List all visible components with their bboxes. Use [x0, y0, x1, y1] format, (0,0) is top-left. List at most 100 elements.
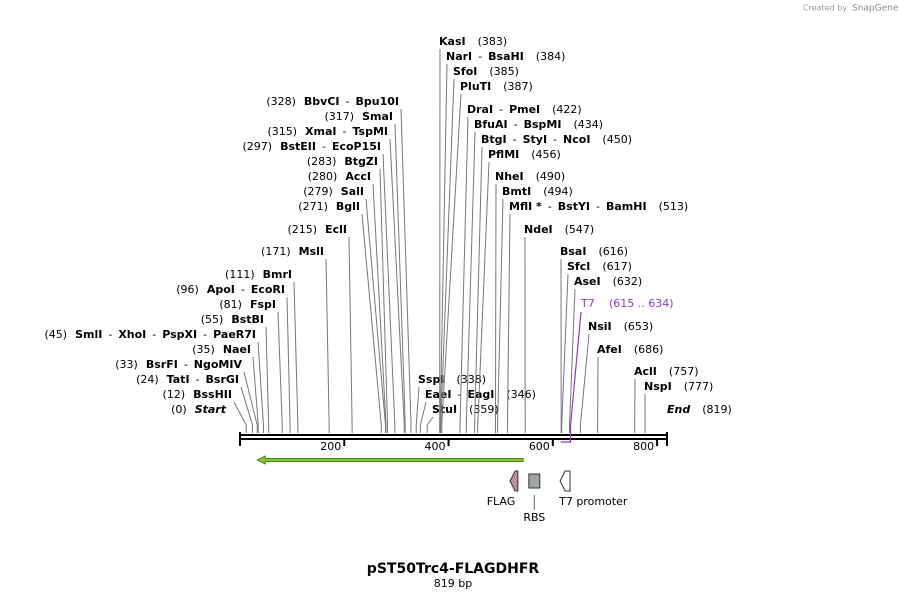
- enzyme-name: Start: [195, 403, 227, 416]
- enzyme-name: BspMI: [524, 118, 562, 131]
- site-label: (271) BglI: [298, 200, 360, 213]
- position-label: (387): [503, 80, 533, 93]
- site-line: [382, 153, 396, 433]
- position-label: (422): [552, 103, 582, 116]
- site-line: [325, 258, 330, 433]
- position-label: (456): [531, 148, 561, 161]
- enzyme-name: PspXI: [162, 328, 197, 341]
- separator: -: [514, 118, 518, 131]
- separator: -: [499, 103, 503, 116]
- enzyme-name: NaeI: [223, 343, 251, 356]
- enzyme-name: MflI *: [509, 200, 542, 213]
- site-label: (215) EclI: [288, 223, 348, 236]
- enzyme-name: BstEII: [280, 140, 316, 153]
- feature-label: RBS: [523, 511, 545, 524]
- site-label: DraI - PmeI (422): [467, 103, 582, 116]
- position-label: (81): [219, 298, 242, 311]
- enzyme-name: BtgI: [481, 133, 507, 146]
- site-line: [465, 131, 476, 433]
- feature-arrow: [559, 470, 571, 492]
- enzyme-name: StuI: [432, 403, 457, 416]
- position-label: (315): [267, 125, 297, 138]
- site-label: AclI (757): [634, 365, 699, 378]
- site-label: (0) Start: [171, 403, 227, 416]
- site-line: [372, 183, 387, 433]
- separator: -: [458, 388, 462, 401]
- position-label: (279): [303, 185, 333, 198]
- site-line: [474, 146, 483, 433]
- position-label: (271): [298, 200, 328, 213]
- enzyme-name: StyI: [523, 133, 547, 146]
- site-line: [561, 273, 569, 433]
- site-line: [441, 93, 462, 433]
- site-line: [361, 213, 382, 433]
- title: pST50Trc4-FLAGDHFR: [367, 561, 540, 577]
- site-label: AseI (632): [574, 275, 642, 288]
- enzyme-name: PmeI: [509, 103, 540, 116]
- site-line: [265, 326, 270, 433]
- separator: -: [184, 358, 188, 371]
- site-label: (24) TatI - BsrGI: [136, 373, 239, 386]
- separator: -: [196, 373, 200, 386]
- site-label: (279) SalI: [303, 185, 364, 198]
- site-line: [440, 78, 455, 433]
- position-label: (383): [478, 35, 508, 48]
- site-label: (328) BbvCI - Bpu10I: [266, 95, 399, 108]
- site-label: NspI (777): [644, 380, 713, 393]
- site-line: [415, 386, 420, 433]
- position-label: (617): [602, 260, 632, 273]
- enzyme-name: SfcI: [567, 260, 590, 273]
- position-label: (616): [598, 245, 628, 258]
- enzyme-name: EcoP15I: [332, 140, 381, 153]
- site-label: (317) SmaI: [325, 110, 394, 123]
- enzyme-name: SalI: [341, 185, 364, 198]
- position-label: (171): [261, 245, 291, 258]
- enzyme-name: AccI: [345, 170, 371, 183]
- site-line: [419, 401, 427, 433]
- enzyme-name: AclI: [634, 365, 657, 378]
- site-line: [506, 213, 511, 433]
- site-label: SfoI (385): [453, 65, 519, 78]
- ruler-tick-label: 600: [529, 440, 550, 453]
- position-label: (283): [307, 155, 337, 168]
- enzyme-name: SmlI: [75, 328, 102, 341]
- enzyme-name: NspI: [644, 380, 672, 393]
- separator: -: [553, 133, 557, 146]
- enzyme-name: DraI: [467, 103, 493, 116]
- separator: -: [108, 328, 112, 341]
- enzyme-name: NheI: [495, 170, 524, 183]
- position-label: (385): [489, 65, 519, 78]
- position-label: (280): [308, 170, 338, 183]
- site-label: (33) BsrFI - NgoMIV: [115, 358, 242, 371]
- separator: -: [152, 328, 156, 341]
- enzyme-name: SmaI: [362, 110, 393, 123]
- site-label: (315) XmaI - TspMI: [267, 125, 388, 138]
- enzyme-name: PflMI: [488, 148, 519, 161]
- feature-arrow: [509, 470, 519, 492]
- enzyme-name: NcoI: [563, 133, 590, 146]
- site-line: [569, 288, 576, 433]
- position-label: (686): [634, 343, 664, 356]
- ruler-tick-label: 400: [425, 440, 446, 453]
- site-label: (12) BssHII: [163, 388, 232, 401]
- position-label: (24): [136, 373, 159, 386]
- enzyme-name: XmaI: [305, 125, 336, 138]
- position-label: (33): [115, 358, 138, 371]
- enzyme-name: KasI: [439, 35, 466, 48]
- enzyme-name: XhoI: [118, 328, 146, 341]
- enzyme-name: BssHII: [193, 388, 232, 401]
- position-label: (0): [171, 403, 187, 416]
- position-label: (297): [242, 140, 272, 153]
- enzyme-name: ApoI: [207, 283, 235, 296]
- site-label: EaeI - EagI (346): [425, 388, 536, 401]
- enzyme-name: BtgZI: [344, 155, 378, 168]
- position-label: (338): [456, 373, 486, 386]
- enzyme-name: BsrFI: [146, 358, 178, 371]
- enzyme-name: BsrGI: [206, 373, 239, 386]
- site-line: [257, 341, 264, 433]
- logo-brand: SnapGene: [852, 4, 899, 14]
- position-label: (55): [201, 313, 224, 326]
- position-label: (359): [469, 403, 499, 416]
- site-line: [477, 161, 490, 433]
